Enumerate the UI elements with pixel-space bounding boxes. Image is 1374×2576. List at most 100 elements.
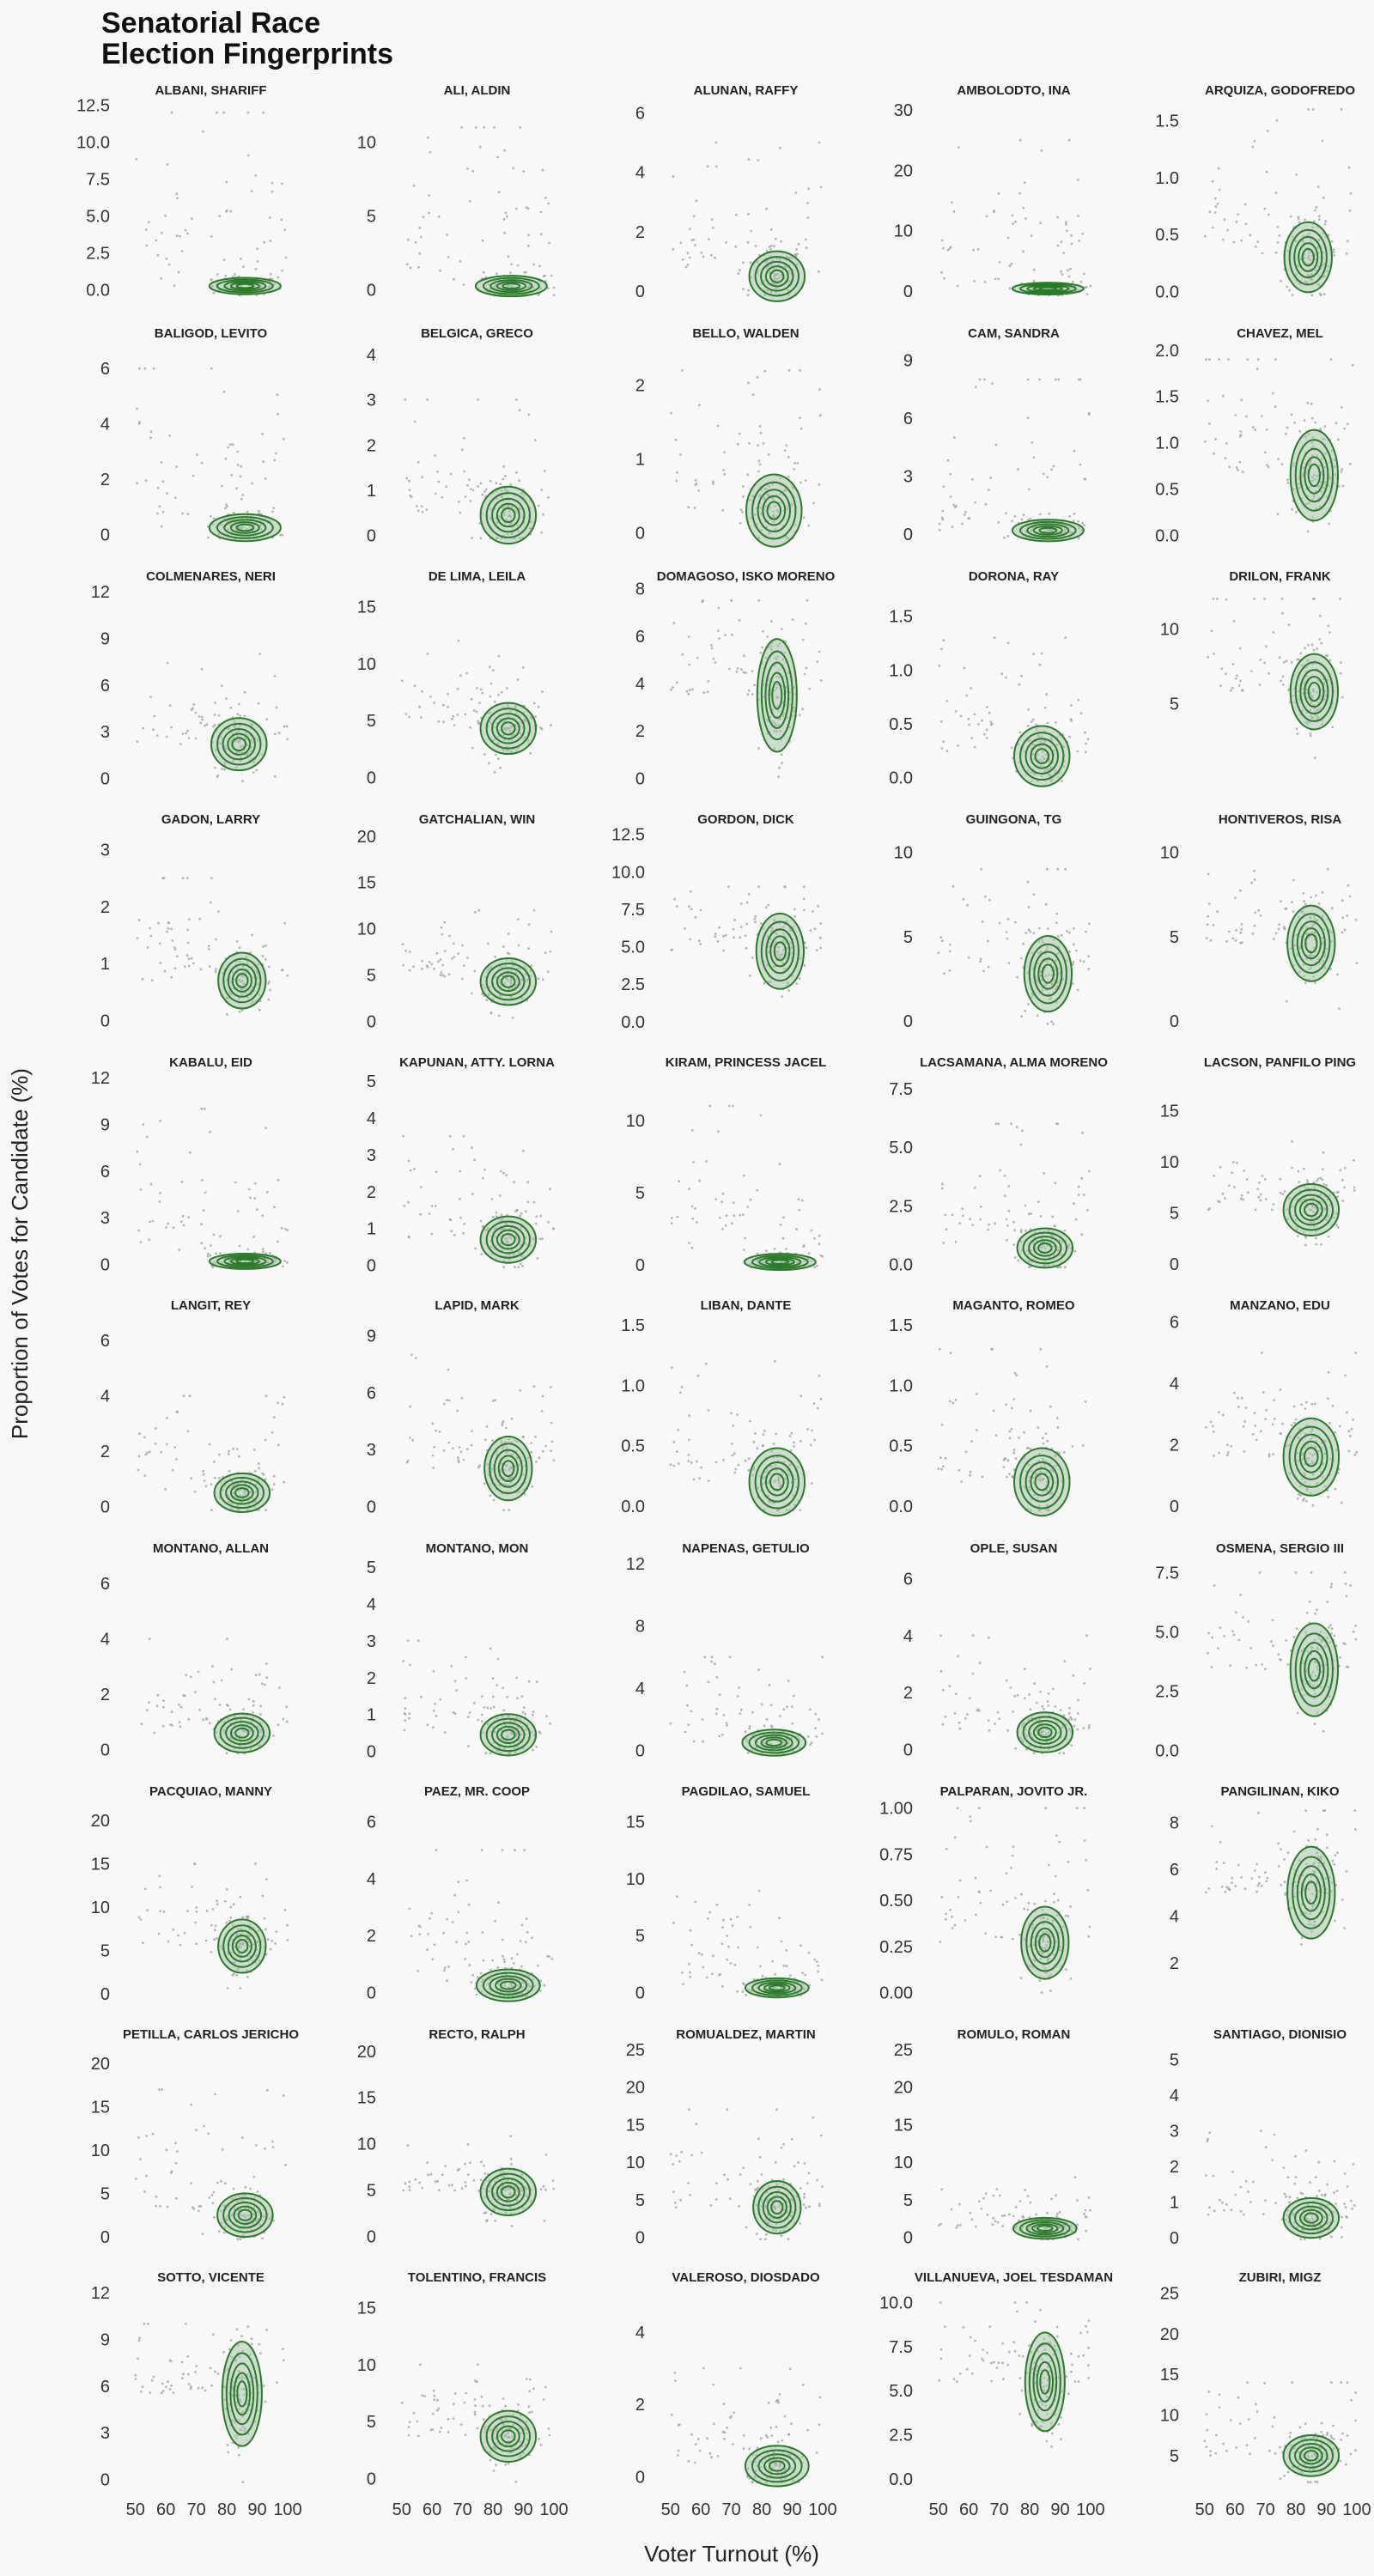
data-point [1272,631,1275,634]
y-tick-label: 5 [367,1072,376,1091]
data-point [1066,929,1068,933]
data-point [409,494,412,497]
data-point [717,606,720,610]
data-point [1341,1178,1344,1182]
density-contour [1013,725,1071,787]
x-axis-label: Voter Turnout (%) [644,2541,819,2567]
data-point [506,215,508,218]
data-point [433,967,435,970]
data-point [1084,731,1086,734]
data-point [530,1450,533,1454]
panel-title: DORONA, RAY [969,569,1059,584]
data-point [787,989,791,992]
data-point [487,762,490,765]
data-point [489,695,492,698]
data-point [181,732,185,735]
data-point [547,202,550,205]
data-point [443,920,447,924]
data-point [541,1394,544,1398]
data-point [208,965,211,968]
data-point [192,962,195,965]
data-point [215,1252,218,1255]
data-point [465,671,468,675]
scatter-points [136,877,289,1016]
data-point [1296,658,1298,661]
y-tick-label: 10 [894,222,913,241]
data-point [171,939,174,942]
data-point [256,260,259,263]
data-point [525,270,527,274]
data-point [435,1429,438,1432]
data-point [1353,1189,1356,1192]
data-point [258,1008,261,1012]
data-point [252,1449,256,1451]
data-point [942,246,945,250]
data-point [257,702,260,705]
data-point [807,524,811,527]
data-point [502,217,506,221]
data-point [535,1215,538,1218]
data-point [1318,638,1322,641]
data-point [1283,1190,1286,1193]
data-point [186,232,189,235]
y-tick-label: 2.0 [1155,342,1179,361]
data-point [477,722,481,726]
data-point [1225,442,1228,445]
data-point [1254,1208,1257,1212]
data-point [756,375,759,379]
data-point [698,1179,702,1182]
density-contour [764,661,790,729]
data-point [1339,671,1342,675]
data-point [989,477,993,480]
data-point [1219,684,1222,687]
density-contour [755,912,806,990]
data-point [536,1257,539,1260]
data-point [469,726,471,729]
density-contour [756,638,798,753]
data-point [753,920,757,924]
data-point [203,1479,206,1482]
data-point [940,516,944,519]
density-contour [502,283,521,289]
panel-title: CHAVEZ, MEL [1237,326,1323,341]
data-point [1079,959,1082,963]
data-point [218,215,222,218]
data-point [1315,894,1317,897]
data-point [1341,696,1344,699]
data-point [1042,472,1045,476]
data-point [970,687,973,690]
data-point [805,666,808,670]
y-tick-label: 0.5 [889,715,913,734]
data-point [819,946,823,950]
data-point [539,210,543,214]
data-point [188,1394,192,1398]
data-point [1220,667,1224,671]
data-point [730,598,733,602]
data-point [1302,892,1305,895]
data-point [1291,294,1294,297]
data-point [187,964,191,968]
data-point [1060,240,1063,244]
data-point [438,1431,441,1433]
data-point [1077,215,1080,217]
data-point [258,1467,260,1470]
data-point [963,666,966,670]
data-point [441,703,445,707]
data-point [1067,138,1071,142]
data-point [1272,392,1274,395]
data-point [170,726,173,729]
data-point [239,714,242,718]
data-point [504,211,508,215]
data-point [522,1436,525,1438]
data-point [986,706,988,708]
scatter-points [405,1353,556,1512]
data-point [773,245,775,248]
data-point [217,714,221,717]
data-point [447,973,451,976]
data-point [1238,889,1242,892]
data-point [1285,659,1288,663]
data-point [283,921,286,925]
data-point [417,265,420,269]
